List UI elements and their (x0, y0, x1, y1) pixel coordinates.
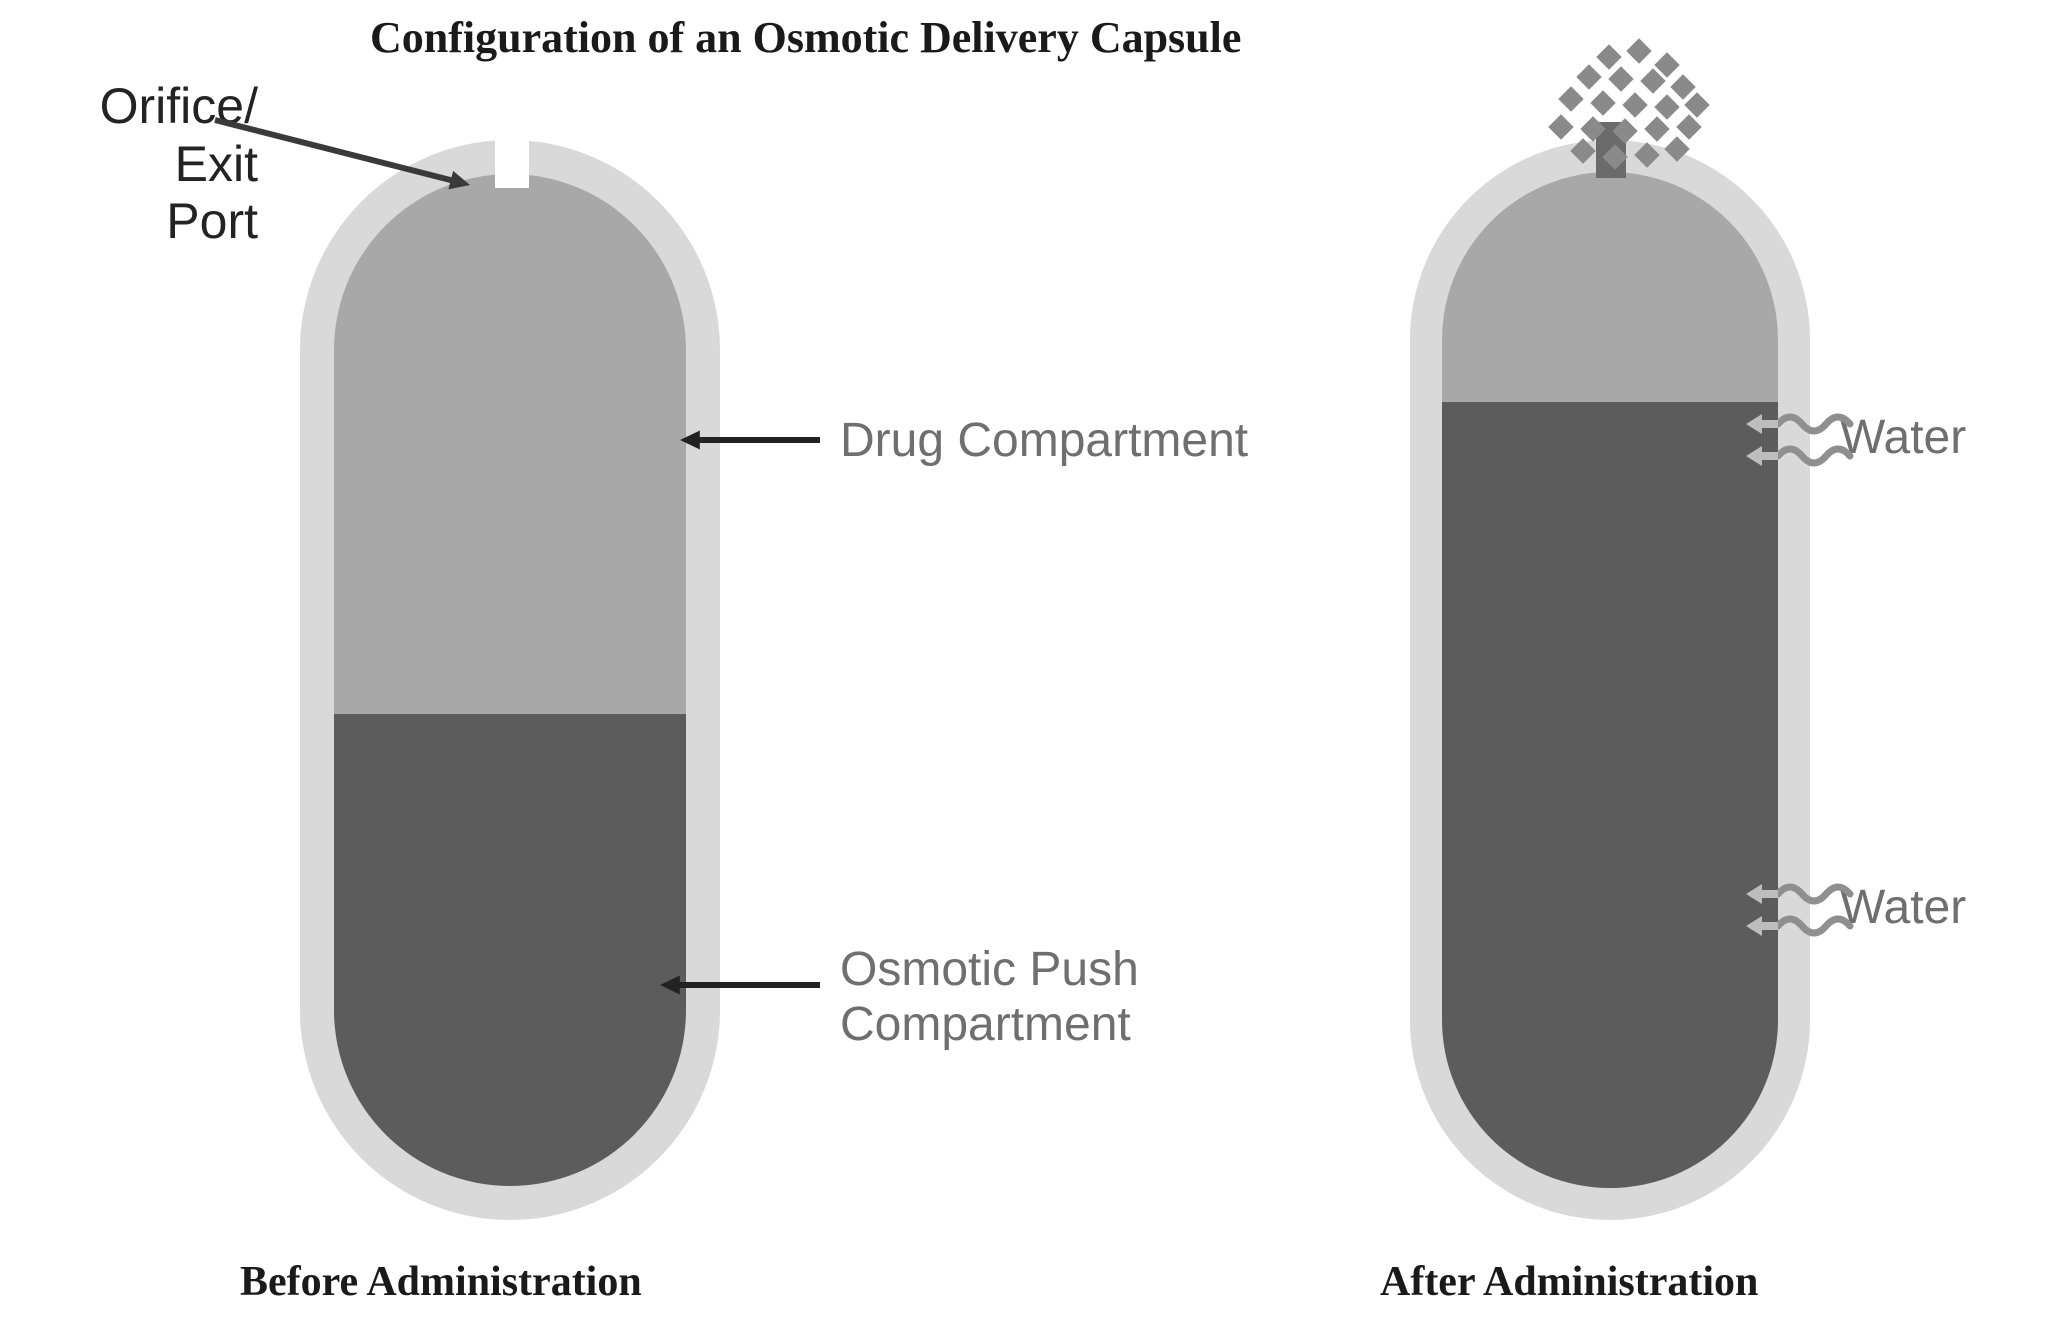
capsule-after-drug-compartment (1442, 172, 1778, 402)
drug-particle (1644, 116, 1669, 141)
drug-particle (1548, 114, 1573, 139)
drug-particle (1626, 38, 1651, 63)
drug-particle (1602, 144, 1627, 169)
drug-particle (1580, 116, 1605, 141)
water-arrows-lower (1740, 870, 1860, 960)
arrow-orifice (193, 98, 492, 207)
capsule-after-inner-shell (1442, 172, 1778, 1188)
caption-after-administration: After Administration (1380, 1258, 1758, 1306)
drug-particle (1676, 114, 1701, 139)
label-drug-compartment: Drug Compartment (840, 413, 1248, 468)
drug-particle (1622, 92, 1647, 117)
drug-particle (1570, 138, 1595, 163)
capsule-before-orifice (495, 138, 529, 188)
drug-particle (1664, 136, 1689, 161)
capsule-after (1410, 140, 1810, 1220)
capsule-before (300, 140, 720, 1220)
drug-particle (1612, 118, 1637, 143)
drug-particle (1608, 66, 1633, 91)
drug-particle (1590, 90, 1615, 115)
label-osmotic-push-compartment: Osmotic PushCompartment (840, 942, 1139, 1052)
arrow-push-compartment (638, 963, 842, 1007)
arrow-drug-compartment (658, 418, 842, 462)
water-arrows-upper (1740, 400, 1860, 490)
capsule-before-inner-shell (334, 174, 686, 1186)
capsule-before-push-compartment (334, 714, 686, 1186)
drug-particle (1596, 44, 1621, 69)
capsule-before-drug-compartment (334, 174, 686, 714)
drug-particle (1634, 142, 1659, 167)
drug-particle (1576, 64, 1601, 89)
capsule-after-push-compartment (1442, 402, 1778, 1188)
released-drug-particles (1540, 38, 1720, 178)
drug-particle (1558, 86, 1583, 111)
drug-particle (1654, 94, 1679, 119)
caption-before-administration: Before Administration (240, 1258, 642, 1306)
diagram-title: Configuration of an Osmotic Delivery Cap… (370, 12, 1241, 63)
